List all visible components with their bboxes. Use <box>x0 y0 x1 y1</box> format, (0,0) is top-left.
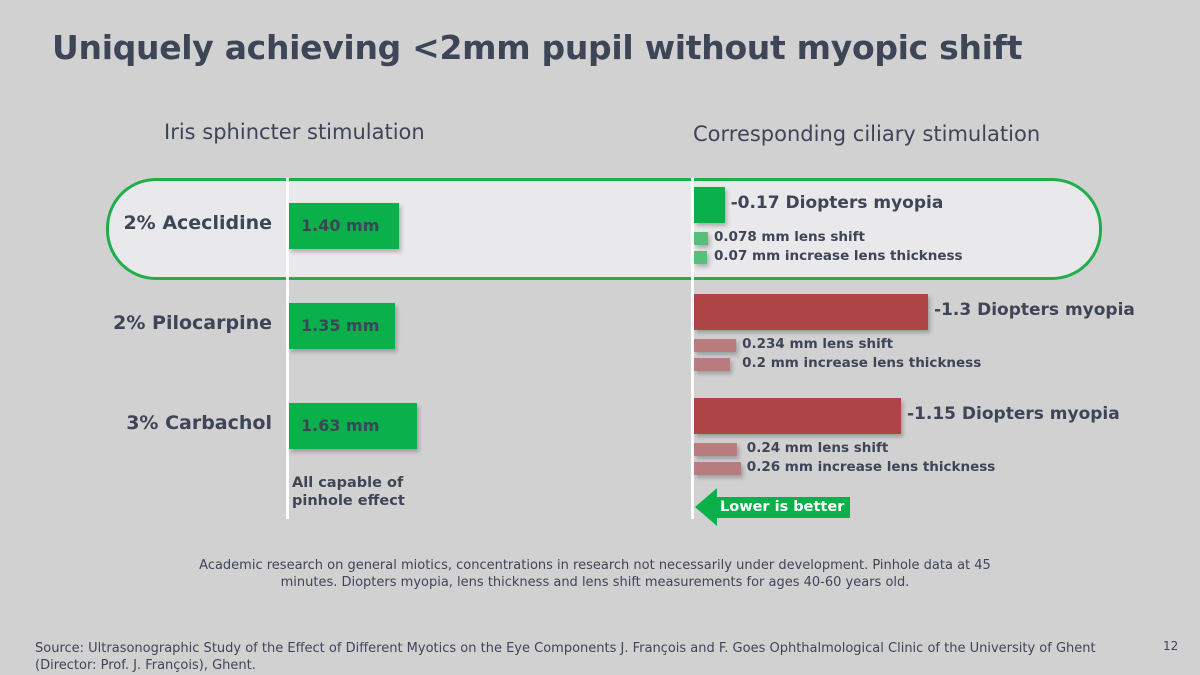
pupil-bar-3-carbachol <box>289 403 417 449</box>
lens-shift-bar-2-aceclidine <box>694 232 709 245</box>
myopia-label-2-aceclidine: -0.17 Diopters myopia <box>730 193 944 213</box>
lens-shift-label-2-aceclidine: 0.078 mm lens shift <box>714 229 865 245</box>
left-axis-line <box>286 178 289 519</box>
lens-thickness-label-2-aceclidine: 0.07 mm increase lens thickness <box>714 248 963 264</box>
lens-thickness-bar-2-aceclidine <box>694 251 707 264</box>
myopia-label-2-pilocarpine: -1.3 Diopters myopia <box>934 300 1135 320</box>
pinhole-note: All capable of pinhole effect <box>292 475 405 509</box>
footnote: Academic research on general miotics, co… <box>199 558 991 590</box>
pupil-value-2-aceclidine: 1.40 mm <box>301 216 380 235</box>
left-heading: Iris sphincter stimulation <box>164 120 425 144</box>
myopia-bar-2-aceclidine <box>694 187 725 223</box>
lens-thickness-label-3-carbachol: 0.26 mm increase lens thickness <box>746 459 996 475</box>
drug-label-3-carbachol: 3% Carbachol <box>126 412 272 434</box>
aceclidine-highlight-outline <box>106 178 1102 280</box>
lens-thickness-label-2-pilocarpine: 0.2 mm increase lens thickness <box>742 355 982 371</box>
drug-label-2-pilocarpine: 2% Pilocarpine <box>113 312 272 334</box>
lower-is-better-arrow: Lower is better <box>695 488 855 528</box>
myopia-label-3-carbachol: -1.15 Diopters myopia <box>907 404 1120 424</box>
myopia-bar-2-pilocarpine <box>694 294 928 330</box>
arrow-label: Lower is better <box>720 499 845 515</box>
right-heading: Corresponding ciliary stimulation <box>693 122 1041 146</box>
lens-shift-label-3-carbachol: 0.24 mm lens shift <box>746 440 889 456</box>
pupil-value-2-pilocarpine: 1.35 mm <box>301 316 380 335</box>
drug-label-2-aceclidine: 2% Aceclidine <box>123 212 272 234</box>
lens-shift-bar-2-pilocarpine <box>694 339 737 352</box>
right-axis-line <box>691 178 694 519</box>
source-citation: Source: Ultrasonographic Study of the Ef… <box>35 641 1096 673</box>
left-arrow-icon <box>695 488 850 526</box>
myopia-bar-3-carbachol <box>694 398 901 434</box>
lens-thickness-bar-3-carbachol <box>694 462 741 475</box>
lens-shift-bar-3-carbachol <box>694 443 738 456</box>
slide-title: Uniquely achieving <2mm pupil without my… <box>52 28 1023 67</box>
pupil-bar-2-aceclidine <box>289 203 399 249</box>
pupil-value-3-carbachol: 1.63 mm <box>301 416 380 435</box>
pupil-bar-2-pilocarpine <box>289 303 395 349</box>
lens-thickness-bar-2-pilocarpine <box>694 358 730 371</box>
page-number: 12 <box>1163 639 1179 653</box>
lens-shift-label-2-pilocarpine: 0.234 mm lens shift <box>742 336 894 352</box>
